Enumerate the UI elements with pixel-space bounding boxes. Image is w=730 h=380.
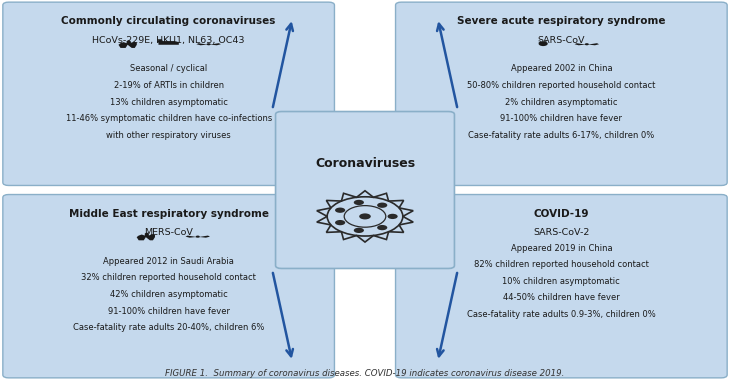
Text: 10% children asymptomatic: 10% children asymptomatic — [502, 277, 620, 286]
Polygon shape — [544, 40, 548, 42]
Circle shape — [157, 40, 163, 43]
Text: with other respiratory viruses: with other respiratory viruses — [107, 131, 231, 140]
Text: 50-80% children reported household contact: 50-80% children reported household conta… — [467, 81, 656, 90]
Text: Case-fatality rate adults 0.9-3%, children 0%: Case-fatality rate adults 0.9-3%, childr… — [467, 310, 656, 319]
Circle shape — [196, 236, 200, 238]
Polygon shape — [575, 43, 587, 45]
Text: Coronaviruses: Coronaviruses — [315, 157, 415, 170]
Text: 13% children asymptomatic: 13% children asymptomatic — [110, 98, 228, 106]
Text: Appeared 2019 in China: Appeared 2019 in China — [510, 244, 612, 253]
Circle shape — [335, 207, 345, 213]
Text: Appeared 2002 in China: Appeared 2002 in China — [510, 64, 612, 73]
FancyBboxPatch shape — [396, 195, 727, 378]
Text: Seasonal / cyclical: Seasonal / cyclical — [130, 64, 207, 73]
Text: FIGURE 1.  Summary of coronavirus diseases. COVID-19 indicates coronavirus disea: FIGURE 1. Summary of coronavirus disease… — [165, 369, 565, 378]
Circle shape — [335, 220, 345, 225]
Text: 11-46% symptomatic children have co-infections: 11-46% symptomatic children have co-infe… — [66, 114, 272, 123]
Text: COVID-19: COVID-19 — [534, 209, 589, 219]
Polygon shape — [118, 40, 137, 48]
Text: Case-fatality rate adults 20-40%, children 6%: Case-fatality rate adults 20-40%, childr… — [73, 323, 264, 332]
FancyBboxPatch shape — [3, 2, 334, 185]
Text: HCoVs-229E, HKU1, NL63, OC43: HCoVs-229E, HKU1, NL63, OC43 — [93, 36, 245, 45]
Circle shape — [359, 214, 371, 219]
Polygon shape — [538, 40, 542, 42]
Text: SARS-CoV: SARS-CoV — [537, 36, 585, 45]
Text: MERS-CoV: MERS-CoV — [145, 228, 193, 238]
Polygon shape — [209, 43, 221, 45]
Polygon shape — [137, 233, 155, 240]
Polygon shape — [185, 236, 198, 238]
Text: 82% children reported household contact: 82% children reported household contact — [474, 260, 649, 269]
Circle shape — [377, 225, 388, 230]
FancyBboxPatch shape — [275, 112, 455, 268]
Text: 44-50% children have fever: 44-50% children have fever — [503, 293, 620, 302]
Text: 91-100% children have fever: 91-100% children have fever — [500, 114, 623, 123]
Polygon shape — [587, 43, 599, 45]
Circle shape — [207, 43, 211, 45]
Text: Middle East respiratory syndrome: Middle East respiratory syndrome — [69, 209, 269, 219]
Circle shape — [354, 228, 364, 233]
Text: Severe acute respiratory syndrome: Severe acute respiratory syndrome — [457, 16, 666, 27]
Text: Commonly circulating coronaviruses: Commonly circulating coronaviruses — [61, 16, 276, 27]
Text: 2% children asymptomatic: 2% children asymptomatic — [505, 98, 618, 106]
Circle shape — [388, 214, 398, 219]
Text: SARS-CoV-2: SARS-CoV-2 — [533, 228, 590, 238]
Text: Appeared 2012 in Saudi Arabia: Appeared 2012 in Saudi Arabia — [103, 257, 234, 266]
Text: 32% children reported household contact: 32% children reported household contact — [81, 273, 256, 282]
Circle shape — [354, 200, 364, 205]
Text: 91-100% children have fever: 91-100% children have fever — [107, 307, 230, 315]
FancyBboxPatch shape — [396, 2, 727, 185]
Polygon shape — [198, 236, 210, 238]
Polygon shape — [196, 43, 209, 45]
Polygon shape — [158, 41, 179, 45]
Text: 2-19% of ARTIs in children: 2-19% of ARTIs in children — [114, 81, 223, 90]
Circle shape — [377, 203, 388, 208]
Text: Case-fatality rate adults 6-17%, children 0%: Case-fatality rate adults 6-17%, childre… — [468, 131, 655, 140]
FancyBboxPatch shape — [3, 195, 334, 378]
Circle shape — [585, 43, 589, 45]
Text: 42% children asymptomatic: 42% children asymptomatic — [110, 290, 228, 299]
Circle shape — [539, 41, 548, 46]
